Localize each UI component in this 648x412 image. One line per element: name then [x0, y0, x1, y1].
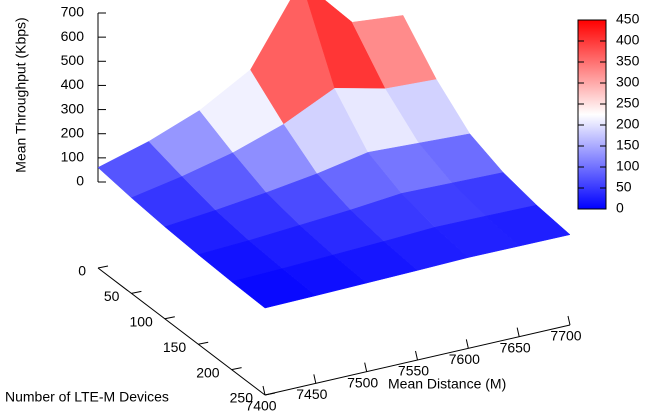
colorbar-tick-label: 200	[616, 116, 640, 132]
colorbar-tick-label: 450	[616, 11, 640, 27]
z-tick-label: 200	[61, 124, 85, 140]
x-tick	[131, 290, 142, 294]
colorbar-tick-label: 100	[616, 158, 640, 174]
z-tick-label: 700	[61, 4, 85, 20]
y-tick	[415, 350, 418, 361]
y-tick-label: 7550	[398, 363, 429, 379]
x-tick	[264, 392, 276, 396]
y-tick	[567, 315, 571, 326]
x-tick-label: 0	[78, 263, 86, 279]
x-tick-label: 100	[129, 314, 153, 330]
x-tick-label: 200	[196, 364, 220, 380]
z-tick-label: 300	[61, 100, 85, 116]
x-tick-label: 50	[104, 288, 120, 304]
z-tick-label: 0	[76, 173, 84, 189]
y-tick-label: 7450	[296, 386, 327, 402]
colorbar-tick-label: 300	[616, 74, 640, 90]
y-tick-label: 7600	[449, 351, 480, 367]
colorbar	[577, 19, 607, 210]
z-tick-label: 500	[61, 52, 85, 68]
z-tick-label: 100	[61, 149, 85, 165]
y-tick-label: 7700	[550, 328, 581, 344]
y-tick	[313, 374, 317, 384]
z-tick-label: 400	[61, 76, 85, 92]
x-tick	[231, 367, 242, 371]
x-tick	[198, 341, 209, 345]
surface-patch	[485, 204, 571, 247]
y-tick-label: 7500	[347, 374, 378, 390]
x-axis-label: Number of LTE-M Devices	[5, 389, 169, 405]
colorbar-tick-label: 250	[616, 95, 640, 111]
colorbar-tick-label: 400	[616, 32, 640, 48]
y-tick	[364, 362, 368, 372]
x-tick-label: 250	[230, 390, 254, 406]
colorbar-tick-label: 150	[616, 137, 640, 153]
y-tick	[262, 385, 266, 396]
colorbar-tick-label: 350	[616, 53, 640, 69]
y-tick	[465, 339, 469, 349]
x-tick	[164, 316, 175, 320]
x-tick	[97, 265, 109, 269]
x-axis-line	[97, 267, 266, 396]
z-tick-label: 600	[61, 28, 85, 44]
x-tick-label: 150	[163, 339, 187, 355]
colorbar-tick-label: 0	[616, 200, 624, 216]
y-tick-label: 7650	[500, 339, 531, 355]
y-axis-label: Mean Distance (M)	[388, 376, 506, 392]
y-tick-label: 7400	[245, 398, 276, 412]
z-axis-label: Mean Throughput (Kbps)	[13, 17, 29, 172]
y-tick	[516, 327, 520, 337]
colorbar-tick-label: 50	[616, 179, 632, 195]
